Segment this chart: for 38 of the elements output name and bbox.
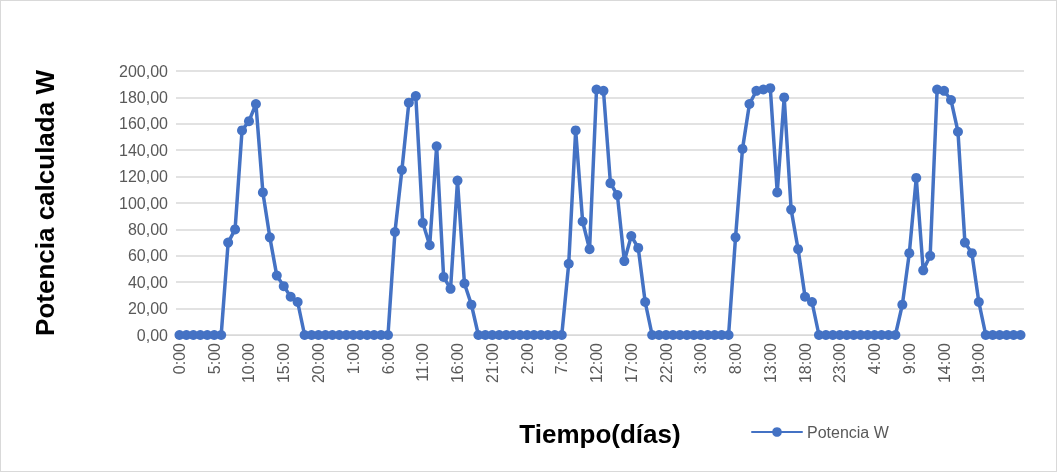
x-tick-label: 6:00 xyxy=(379,342,397,375)
y-tick-label: 60,00 xyxy=(127,247,169,265)
y-tick-label: 160,00 xyxy=(119,115,169,133)
x-tick-label: 5:00 xyxy=(205,342,223,375)
x-tick-label: 21:00 xyxy=(483,342,501,384)
x-tick-label: 23:00 xyxy=(831,342,849,384)
x-axis-title: Tiempo(días) xyxy=(519,419,681,449)
y-tick-label: 40,00 xyxy=(127,273,169,291)
x-tick-label: 0:00 xyxy=(170,342,188,375)
x-tick-label: 2:00 xyxy=(518,342,536,375)
y-axis-title: Potencia calculada W xyxy=(30,69,60,336)
x-tick-label: 4:00 xyxy=(866,342,884,375)
y-tick-label: 200,00 xyxy=(119,62,169,80)
x-tick-label: 17:00 xyxy=(622,342,640,384)
x-tick-label: 3:00 xyxy=(692,342,710,375)
x-tick-label: 11:00 xyxy=(414,342,432,382)
x-tick-label: 20:00 xyxy=(309,342,327,384)
x-tick-label: 10:00 xyxy=(240,342,258,384)
x-tick-label: 22:00 xyxy=(657,342,675,384)
y-tick-label: 80,00 xyxy=(127,220,169,238)
x-tick-label: 18:00 xyxy=(796,342,814,384)
x-tick-label: 8:00 xyxy=(727,342,745,375)
y-tick-label: 20,00 xyxy=(127,300,169,318)
y-tick-label: 180,00 xyxy=(119,88,169,106)
x-tick-label: 9:00 xyxy=(900,342,918,375)
y-tick-label: 0,00 xyxy=(136,326,169,344)
x-tick-label: 19:00 xyxy=(970,342,988,384)
y-tick-label: 120,00 xyxy=(119,168,169,186)
x-tick-label: 16:00 xyxy=(449,342,467,384)
x-tick-label: 1:00 xyxy=(344,342,362,375)
y-tick-label: 140,00 xyxy=(119,141,169,159)
legend-label: Potencia W xyxy=(807,423,890,441)
x-tick-label: 12:00 xyxy=(588,342,606,384)
x-tick-label: 7:00 xyxy=(553,342,571,375)
x-tick-label: 15:00 xyxy=(275,342,293,384)
y-tick-label: 100,00 xyxy=(119,194,169,212)
x-tick-label: 14:00 xyxy=(935,342,953,384)
x-tick-label: 13:00 xyxy=(761,342,779,384)
